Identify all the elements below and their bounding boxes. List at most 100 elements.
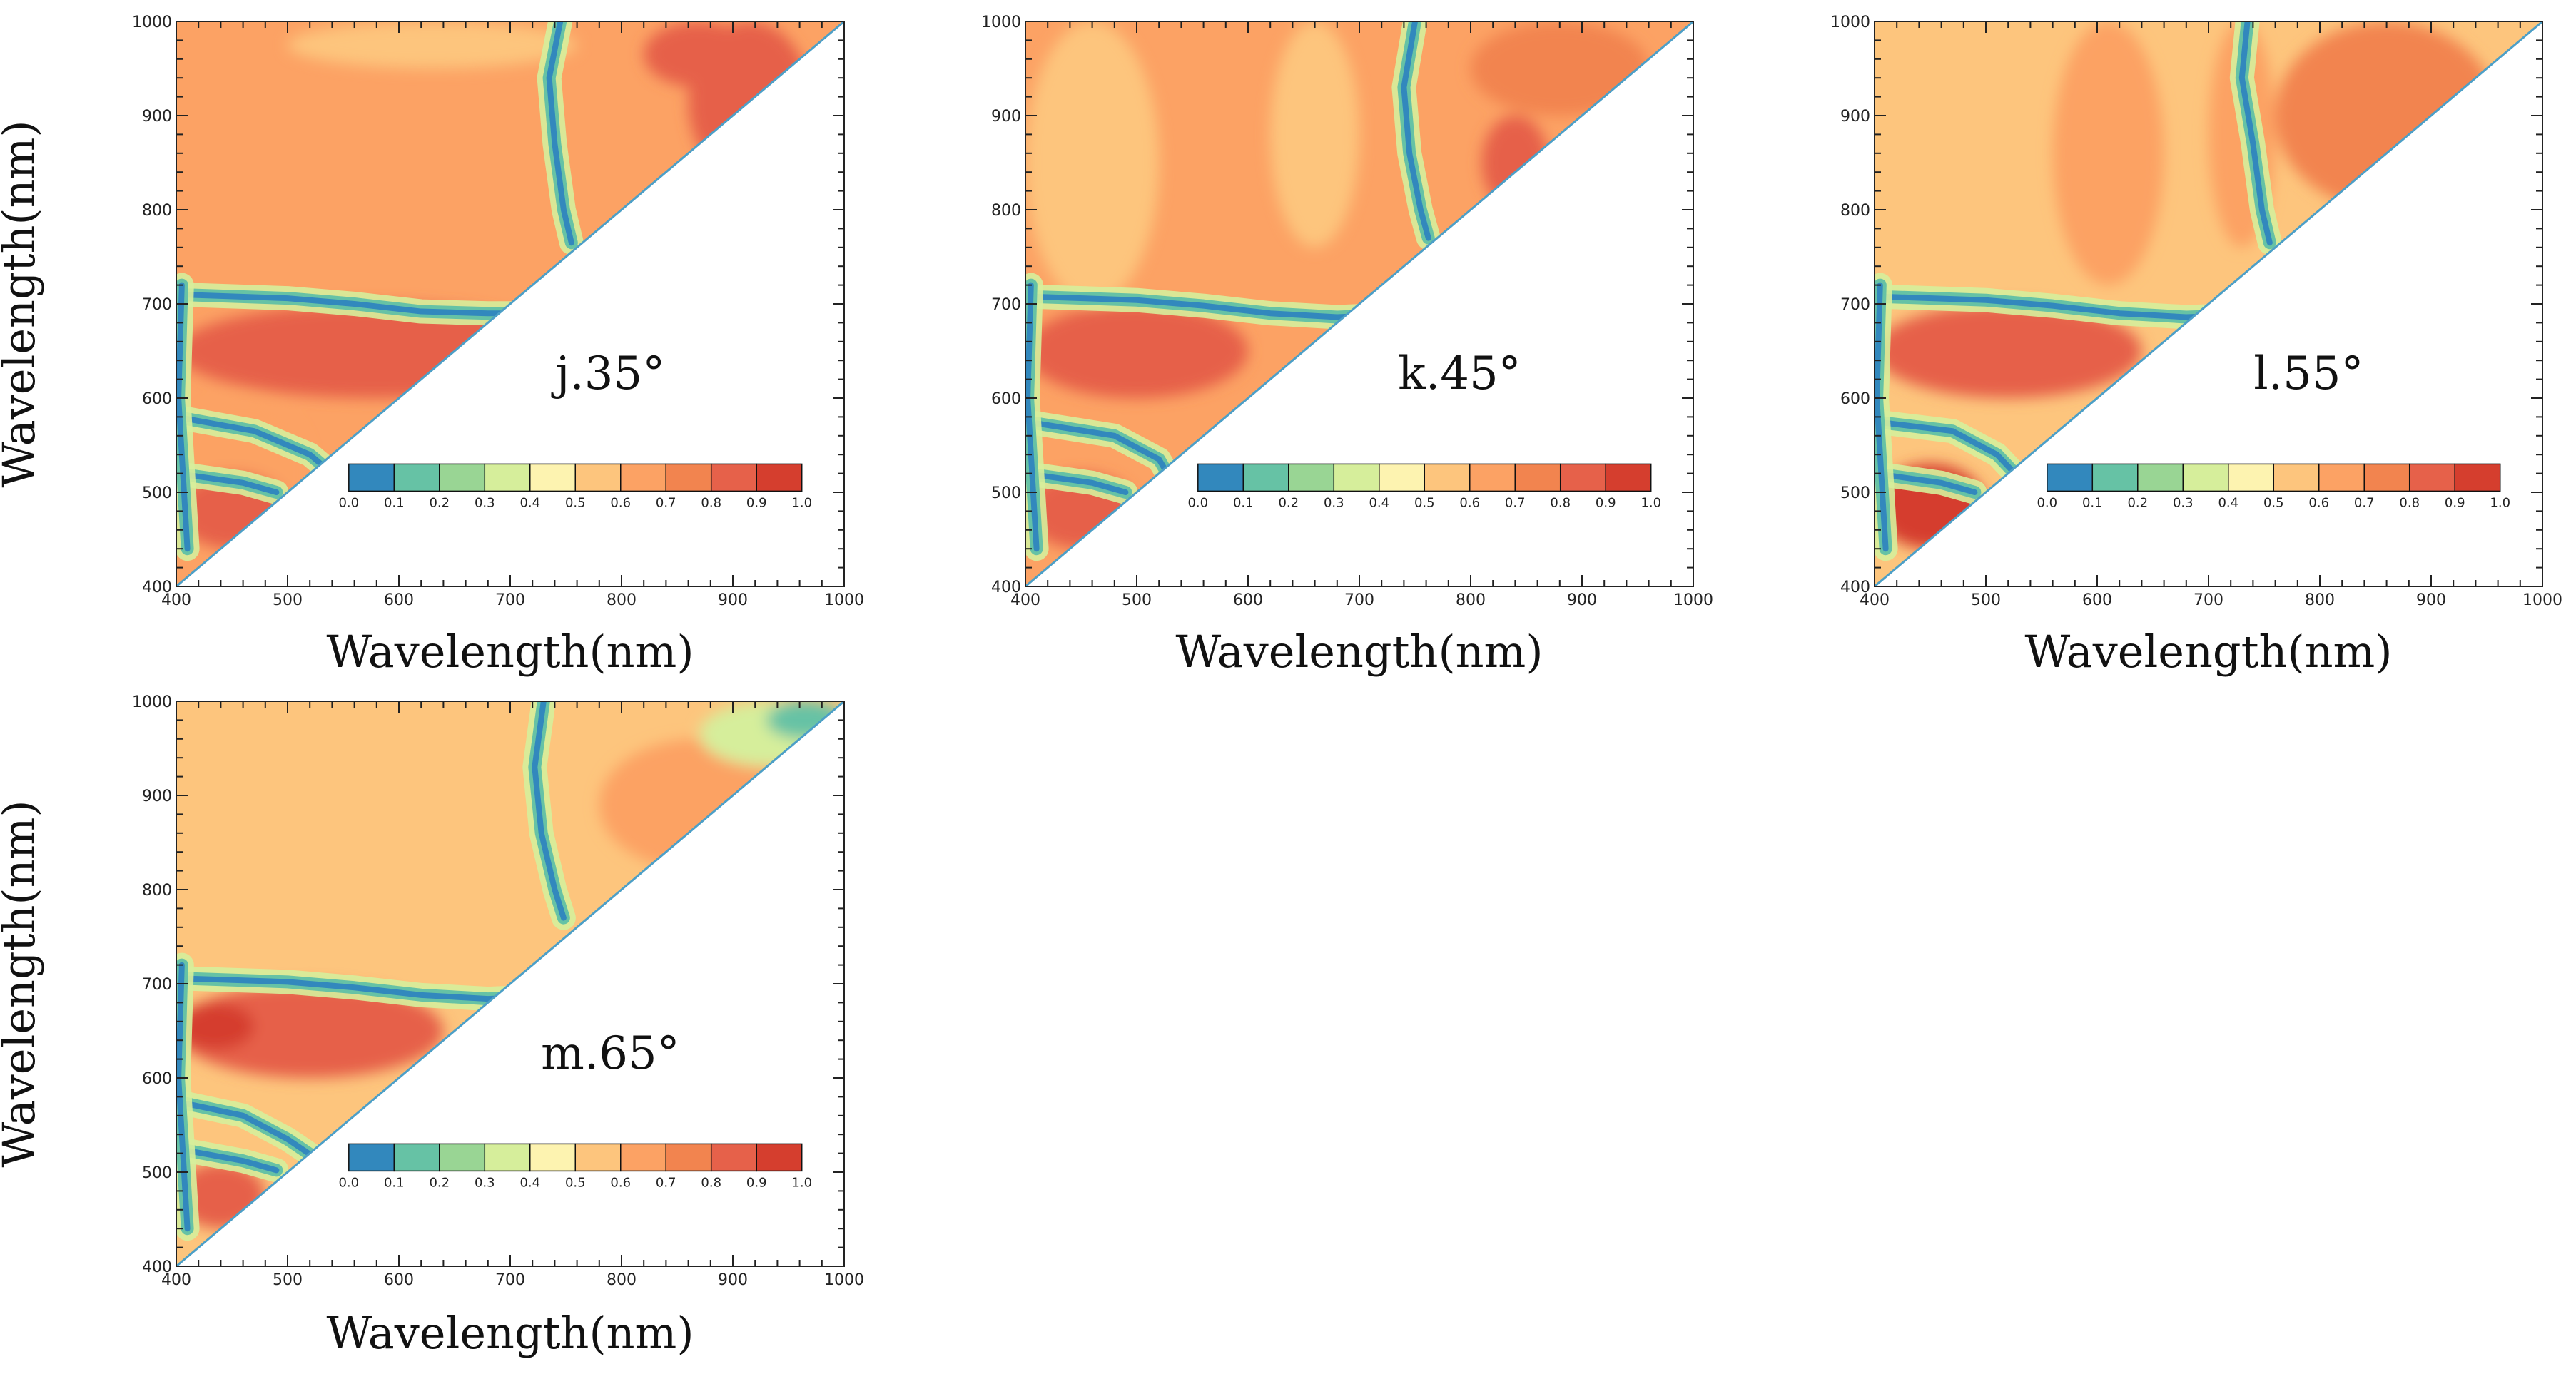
y-tick-label: 400	[991, 579, 1021, 596]
x-tick-label: 800	[607, 591, 637, 609]
colorbar-swatch	[2137, 463, 2184, 492]
chart-panel-2: 400 500 600 700 800 900 1000 400 500 600 700 800 900…	[981, 14, 1713, 678]
chart-panel-3: 400 500 600 700 800 900 1000 400 500 600 700 800 900…	[1830, 14, 2562, 678]
heatmap-region-5	[1481, 116, 1549, 210]
heatmap-region-1	[1025, 21, 1160, 304]
colorbar: 0.0 0.1 0.2 0.3 0.4 0.5 0.6 0.7 0.8 0.9 1.0	[338, 463, 812, 510]
colorbar-swatch	[348, 463, 395, 492]
y-tick-label: 800	[991, 202, 1021, 220]
y-tick-label: 1000	[1830, 14, 1870, 31]
panel-label: l.55°	[2253, 347, 2363, 400]
colorbar-swatch	[2454, 463, 2501, 492]
colorbar-swatch	[529, 1143, 577, 1172]
colorbar-tick-label: 0.2	[429, 495, 450, 510]
x-tick-label: 400	[161, 1271, 191, 1289]
ridge-core-2	[176, 1099, 318, 1161]
x-tick-label: 600	[1233, 591, 1263, 609]
colorbar-swatch	[1197, 463, 1244, 492]
colorbar-swatch	[2273, 463, 2320, 492]
x-tick-label: 700	[495, 591, 525, 609]
ridge-core-2	[1875, 419, 2022, 482]
x-tick-label: 600	[384, 1271, 414, 1289]
y-tick-label: 700	[142, 976, 172, 994]
x-tick-label: 500	[1122, 591, 1152, 609]
y-tick-label: 400	[142, 1258, 172, 1276]
heatmap-region-6	[1471, 21, 1649, 116]
x-tick-label: 500	[273, 591, 303, 609]
colorbar-tick-label: 0.8	[1550, 495, 1571, 510]
colorbar-tick-label: 0.6	[610, 495, 631, 510]
colorbar-swatch	[2408, 463, 2455, 492]
y-tick-label: 800	[1840, 202, 1870, 220]
colorbar-swatch	[665, 1143, 712, 1172]
colorbar-tick-label: 0.6	[1459, 495, 1480, 510]
heatmap-region-2	[1270, 21, 1359, 248]
colorbar-tick-label: 0.5	[565, 1175, 586, 1190]
diagonal-edge	[176, 20, 845, 588]
colorbar-tick-label: 0.6	[610, 1175, 631, 1190]
y-axis-label: Wavelength(nm)	[0, 800, 45, 1167]
heatmap-region-3	[2275, 21, 2498, 210]
colorbar-swatch	[1605, 463, 1652, 492]
colorbar-swatch	[1242, 463, 1289, 492]
colorbar-tick-label: 0.2	[2127, 495, 2148, 510]
x-tick-label: 400	[1010, 591, 1040, 609]
y-tick-label: 1000	[132, 693, 172, 711]
colorbar-tick-label: 0.3	[475, 1175, 495, 1190]
colorbar-swatch	[2091, 463, 2139, 492]
panel-label: m.65°	[541, 1027, 679, 1080]
heatmap-region-4	[1875, 304, 2142, 398]
ridge-core-3	[1875, 470, 1978, 495]
y-tick-label: 1000	[132, 14, 172, 31]
colorbar-swatch	[2182, 463, 2229, 492]
colorbar-tick-label: 0.3	[2173, 495, 2194, 510]
colorbar-swatch	[620, 463, 666, 492]
colorbar-swatch	[665, 463, 712, 492]
colorbar-tick-label: 0.5	[565, 495, 586, 510]
x-tick-label: 500	[1971, 591, 2001, 609]
colorbar-tick-label: 1.0	[791, 1175, 812, 1190]
x-tick-label: 400	[161, 591, 191, 609]
x-tick-label: 700	[495, 1271, 525, 1289]
colorbar-tick-label: 1.0	[1641, 495, 1661, 510]
colorbar-tick-label: 0.7	[656, 495, 676, 510]
colorbar-tick-label: 0.4	[519, 1175, 540, 1190]
x-tick-label: 500	[273, 1271, 303, 1289]
ridge-core-4	[2238, 21, 2273, 246]
y-tick-label: 500	[1840, 484, 1870, 502]
x-axis-label: Wavelength(nm)	[2024, 626, 2392, 678]
y-tick-label: 900	[142, 108, 172, 126]
x-tick-label: 900	[718, 591, 748, 609]
ridge-core-3	[176, 470, 280, 495]
y-tick-label: 800	[142, 882, 172, 900]
heatmap-region-5	[644, 21, 756, 88]
ridge-core-1	[176, 291, 536, 317]
heatmap-region-6	[288, 21, 577, 68]
y-tick-label: 600	[142, 390, 172, 408]
chart-panel-4: 400 500 600 700 800 900 1000 400 500 600 700 800 900…	[0, 693, 864, 1359]
colorbar-tick-label: 0.0	[338, 1175, 359, 1190]
colorbar-swatch	[1288, 463, 1335, 492]
colorbar-tick-label: 0.0	[1187, 495, 1208, 510]
colorbar-swatch	[439, 463, 486, 492]
colorbar-tick-label: 0.5	[1414, 495, 1435, 510]
diagonal-edge	[1025, 20, 1694, 588]
ridge-core-4	[1401, 21, 1431, 241]
colorbar-tick-label: 0.5	[2263, 495, 2284, 510]
colorbar-swatch	[348, 1143, 395, 1172]
y-tick-label: 800	[142, 202, 172, 220]
x-tick-label: 1000	[824, 591, 864, 609]
colorbar-tick-label: 0.0	[2037, 495, 2057, 510]
colorbar-swatch	[2318, 463, 2365, 492]
y-tick-label: 400	[142, 579, 172, 596]
colorbar-swatch	[710, 1143, 757, 1172]
x-tick-label: 900	[1567, 591, 1597, 609]
colorbar-swatch	[1559, 463, 1606, 492]
colorbar-swatch	[574, 1143, 622, 1172]
y-tick-label: 1000	[981, 14, 1021, 31]
y-tick-label: 700	[991, 296, 1021, 314]
x-tick-label: 800	[2305, 591, 2335, 609]
x-tick-label: 800	[1456, 591, 1486, 609]
x-tick-label: 1000	[1673, 591, 1713, 609]
